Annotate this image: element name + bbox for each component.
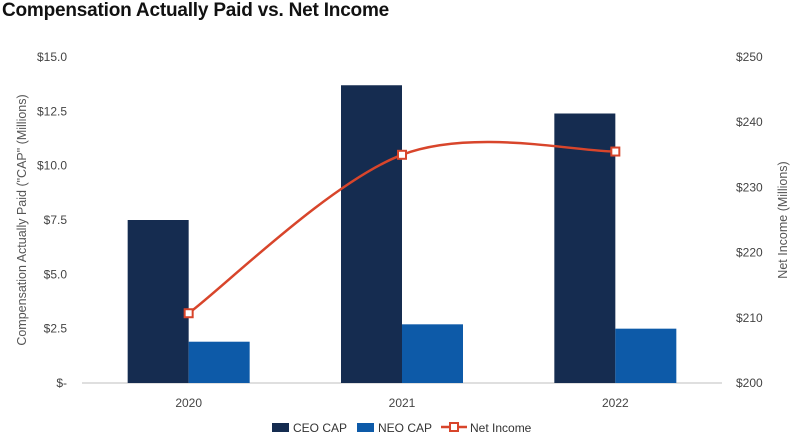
legend-label-neo-cap: NEO CAP <box>378 421 432 435</box>
net-income-markers <box>183 146 621 319</box>
left-axis: $- $2.5 $5.0 $7.5 $10.0 $12.5 $15.0 <box>37 50 67 390</box>
net-income-point <box>610 146 621 157</box>
x-axis: 2020 2021 2022 <box>175 396 629 410</box>
y2-tick-label: $200 <box>736 376 763 390</box>
legend: CEO CAP NEO CAP Net Income <box>272 421 532 435</box>
x-tick-label: 2022 <box>602 396 629 410</box>
net-income-point <box>397 149 407 160</box>
legend-label-net-income: Net Income <box>470 421 532 435</box>
neo-cap-bar <box>402 324 463 383</box>
chart-title: Compensation Actually Paid vs. Net Incom… <box>2 0 390 21</box>
legend-swatch-ceo-cap <box>272 423 289 432</box>
x-tick-label: 2020 <box>175 396 202 410</box>
legend-swatch-neo-cap <box>357 423 374 432</box>
y-axis-title: Compensation Actually Paid ("CAP" (Milli… <box>15 94 29 345</box>
legend-label-ceo-cap: CEO CAP <box>293 421 347 435</box>
y2-tick-label: $230 <box>736 180 763 194</box>
x-tick-label: 2021 <box>389 396 416 410</box>
legend-marker-net-income <box>449 422 459 432</box>
y2-tick-label: $210 <box>736 311 763 325</box>
y2-tick-label: $220 <box>736 246 763 260</box>
y2-tick-label: $250 <box>736 50 763 64</box>
y2-axis-title: Net Income (Millions) <box>776 161 790 278</box>
bar-series <box>127 85 677 384</box>
y2-tick-label: $240 <box>736 115 763 129</box>
y-tick-label: $2.5 <box>44 322 68 336</box>
y-tick-label: $12.5 <box>37 104 67 118</box>
net-income-point <box>183 308 194 319</box>
neo-cap-bar <box>188 341 250 383</box>
ceo-cap-bar <box>554 113 616 384</box>
y-tick-label: $7.5 <box>44 213 68 227</box>
y-tick-label: $15.0 <box>37 50 67 64</box>
ceo-cap-bar <box>127 220 189 383</box>
neo-cap-bar <box>615 328 677 383</box>
y-tick-label: $- <box>56 376 67 390</box>
ceo-cap-bar <box>341 85 402 384</box>
right-axis: $200 $210 $220 $230 $240 $250 <box>736 50 763 390</box>
y-tick-label: $10.0 <box>37 159 67 173</box>
y-tick-label: $5.0 <box>44 267 68 281</box>
